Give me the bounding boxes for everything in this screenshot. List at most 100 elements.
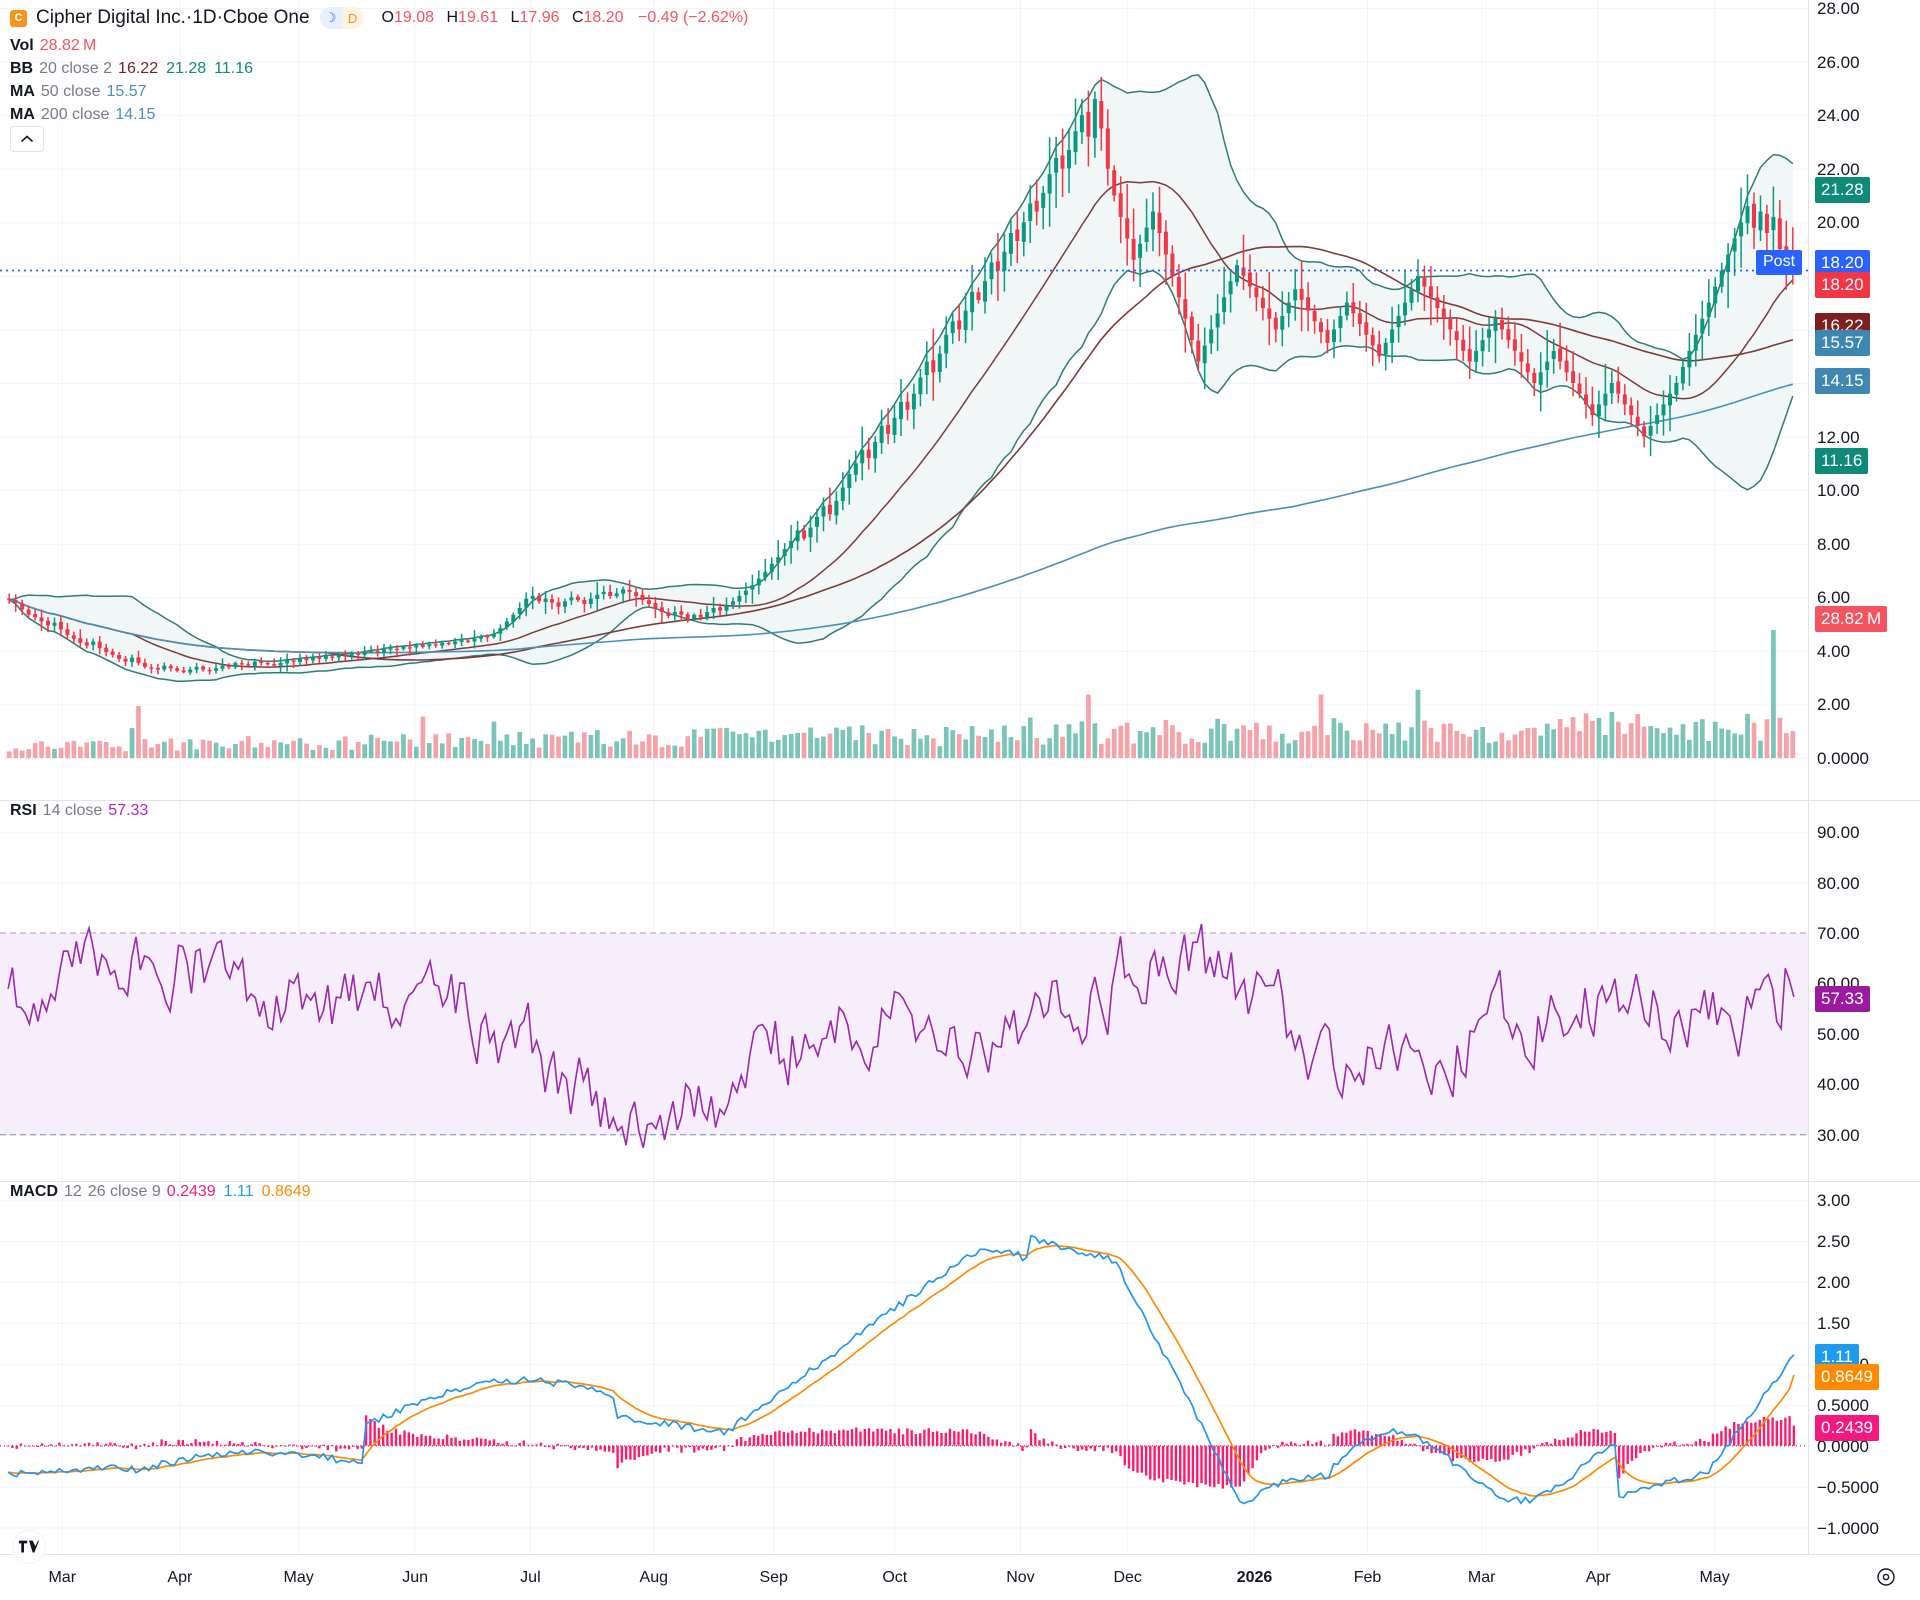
ticker-logo-icon: C [10, 9, 27, 27]
macd-tick: 3.00 [1817, 1191, 1851, 1211]
rsi-badge: 57.33 [1815, 985, 1870, 1012]
volume-legend-row[interactable]: Vol 28.82 M [10, 35, 748, 56]
ma200-value: 14.15 [115, 105, 156, 123]
price-badge: 28.82 M [1815, 606, 1888, 632]
macd-badge: 0.8649 [1815, 1363, 1879, 1390]
macd-plot [0, 1182, 1808, 1554]
pane-separator-macd[interactable] [0, 1181, 1920, 1182]
time-tick: May [283, 1569, 314, 1586]
price-plot [0, 0, 1808, 800]
macd-scale[interactable]: 3.002.502.001.501.00000.50000.0000−0.500… [1808, 1182, 1920, 1554]
open-key: O [381, 9, 394, 26]
macd-tick: 2.00 [1817, 1273, 1851, 1293]
chevron-up-icon [21, 135, 33, 142]
price-tick: 2.00 [1817, 695, 1851, 715]
rsi-tick: 70.00 [1817, 924, 1860, 944]
time-tick: Apr [167, 1569, 193, 1586]
macd-slow-params: 26 close 9 [87, 1183, 161, 1200]
rsi-legend[interactable]: RSI 14 close 57.33 [10, 800, 156, 822]
time-tick: Jul [520, 1569, 541, 1586]
pane-separator-rsi[interactable] [0, 800, 1920, 801]
open-value: 19.08 [393, 9, 435, 26]
macd-hist-value: 0.2439 [166, 1183, 216, 1200]
price-chart-pane[interactable] [0, 0, 1808, 800]
ma50-params: 50 close [40, 82, 101, 100]
high-key: H [446, 9, 459, 26]
rsi-params: 14 close [42, 802, 103, 819]
ma200-params: 200 close [40, 105, 110, 123]
tradingview-logo-icon [19, 1540, 39, 1553]
time-scale[interactable]: Mar Apr May Jun Jul Aug Sep Oct Nov Dec 2026 Feb Mar… [0, 1554, 1920, 1600]
price-tick: 0.0000 [1817, 749, 1869, 768]
price-tick: 20.00 [1817, 213, 1860, 233]
time-tick: Mar [1467, 1569, 1496, 1586]
price-legend: C Cipher Digital Inc. · 1D · Cboe One ☽ … [10, 5, 748, 125]
macd-tick: −0.5000 [1817, 1477, 1879, 1497]
bb-params: 20 close 2 [39, 59, 113, 77]
bb-legend-row[interactable]: BB 20 close 2 16.22 21.28 11.16 [10, 58, 748, 79]
collapse-legend-button[interactable] [10, 126, 44, 152]
macd-line-value: 1.11 [223, 1183, 254, 1200]
bb-basis-value: 16.22 [118, 59, 159, 77]
macd-fast-param: 12 [64, 1183, 82, 1200]
rsi-plot [0, 801, 1808, 1181]
price-tick: 10.00 [1817, 481, 1860, 501]
symbol-row[interactable]: C Cipher Digital Inc. · 1D · Cboe One ☽ … [10, 5, 748, 31]
time-tick: Feb [1353, 1569, 1382, 1586]
delay-badge[interactable]: D [341, 7, 364, 29]
price-scale[interactable]: 28.0026.0024.0022.0020.0018.0016.0014.00… [1756, 0, 1920, 800]
high-value: 19.61 [458, 9, 499, 26]
close-value: 18.20 [583, 9, 624, 26]
macd-label: MACD [10, 1183, 58, 1200]
ma200-label: MA [10, 105, 35, 123]
time-tick: Dec [1113, 1569, 1142, 1586]
price-tick: 26.00 [1817, 52, 1860, 72]
price-badge: 15.57 [1815, 329, 1870, 356]
rsi-chart-pane[interactable] [0, 801, 1808, 1181]
exchange-label[interactable]: Cboe One [222, 7, 310, 28]
rsi-tick: 30.00 [1817, 1125, 1860, 1145]
ohlc-values: O19.08 H19.61 L17.96 C18.20 −0.49 (−2.62… [382, 9, 749, 27]
time-tick: Apr [1585, 1569, 1611, 1586]
rsi-tick: 80.00 [1817, 873, 1860, 893]
macd-tick: −1.0000 [1817, 1518, 1879, 1538]
price-tick: 24.00 [1817, 106, 1860, 126]
time-tick: Mar [48, 1569, 77, 1586]
price-tick: 22.00 [1817, 159, 1860, 179]
ma50-legend-row[interactable]: MA 50 close 15.57 [10, 81, 748, 102]
moon-icon[interactable]: ☽ [319, 7, 342, 29]
rsi-scale[interactable]: 90.00 80.00 70.00 60.00 50.00 40.00 30.00 57.33 [1808, 801, 1920, 1181]
post-market-tag: Post [1756, 249, 1803, 275]
time-tick: Sep [759, 1569, 788, 1586]
price-tick: 6.00 [1817, 588, 1851, 608]
symbol-sep2: · [216, 7, 223, 28]
ma50-value: 15.57 [106, 82, 147, 100]
time-tick: Jun [402, 1569, 428, 1586]
rsi-label: RSI [10, 802, 37, 819]
rsi-tick: 90.00 [1817, 823, 1860, 843]
ma50-label: MA [10, 82, 35, 100]
interval-label[interactable]: 1D [192, 7, 217, 28]
low-key: L [510, 9, 520, 26]
macd-badge: 0.2439 [1815, 1414, 1879, 1441]
tradingview-logo[interactable] [12, 1530, 46, 1564]
rsi-value: 57.33 [108, 802, 149, 819]
macd-signal-value: 0.8649 [261, 1183, 311, 1200]
time-tick: Aug [639, 1569, 669, 1586]
macd-chart-pane[interactable] [0, 1182, 1808, 1554]
price-badge: 14.15 [1815, 367, 1870, 394]
macd-tick: 0.5000 [1817, 1395, 1869, 1415]
symbol-sep1: · [185, 7, 193, 28]
rsi-tick: 40.00 [1817, 1075, 1860, 1095]
macd-legend[interactable]: MACD 12 26 close 9 0.2439 1.11 0.8649 [10, 1181, 319, 1203]
price-badge: 21.28 [1815, 177, 1870, 203]
low-value: 17.96 [519, 9, 560, 26]
ma200-legend-row[interactable]: MA 200 close 14.15 [10, 104, 748, 125]
symbol-name[interactable]: Cipher Digital Inc. [36, 7, 186, 28]
price-badge: 11.16 [1815, 448, 1869, 475]
volume-value: 28.82 M [39, 36, 97, 54]
macd-tick: 1.50 [1817, 1314, 1851, 1333]
chart-settings-icon[interactable] [1874, 1565, 1898, 1589]
close-key: C [571, 9, 584, 26]
time-tick: May [1699, 1569, 1730, 1586]
